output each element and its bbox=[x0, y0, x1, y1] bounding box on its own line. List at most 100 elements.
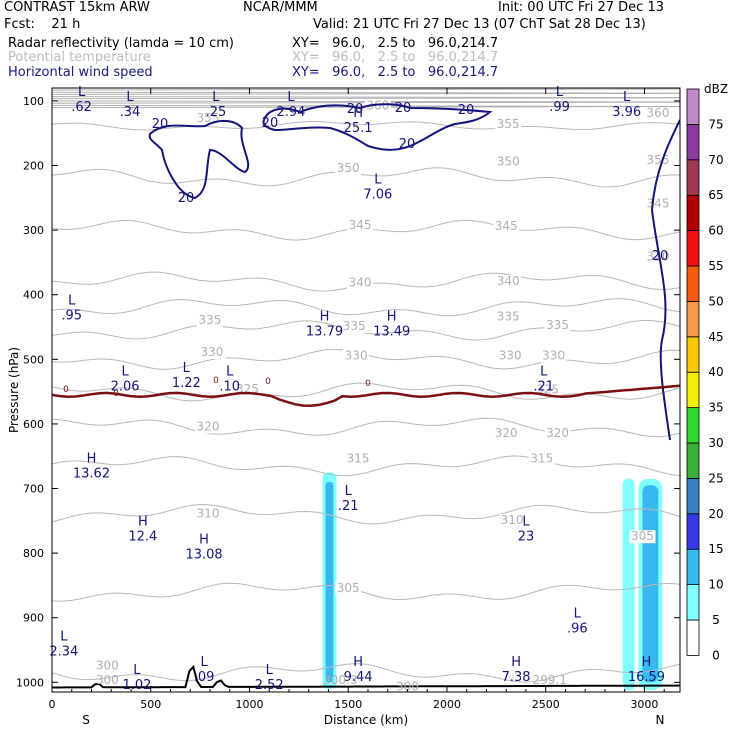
extremum-type: L bbox=[212, 90, 220, 105]
colorbar-swatch bbox=[686, 159, 700, 196]
theta-label: 305 bbox=[631, 529, 654, 543]
colorbar-level-label: 45 bbox=[708, 330, 723, 344]
theta-label: 350 bbox=[497, 155, 520, 169]
extremum-type: L bbox=[60, 629, 68, 644]
wind-label: 20 bbox=[652, 249, 669, 264]
extremum-type: L bbox=[287, 90, 295, 105]
theta-contour-line bbox=[52, 298, 680, 317]
colorbar-level-label: 65 bbox=[708, 188, 723, 202]
org-label: NCAR/MMM bbox=[243, 0, 318, 15]
theta-label-bg bbox=[364, 99, 391, 113]
extremum-type: L bbox=[68, 293, 76, 308]
north-end-label: N bbox=[656, 713, 665, 727]
extremum-type: H bbox=[87, 452, 97, 467]
wind-label: 20 bbox=[399, 137, 416, 152]
ground-line bbox=[52, 664, 680, 689]
theta-label: 330 bbox=[499, 348, 522, 362]
theta-label-bg bbox=[499, 514, 526, 528]
plot-background bbox=[52, 88, 680, 692]
colorbar-swatch bbox=[686, 619, 700, 656]
extremum-type: H bbox=[387, 310, 397, 325]
theta-label-bg bbox=[343, 349, 370, 363]
theta-contour-line bbox=[52, 582, 680, 602]
extremum-type: L bbox=[183, 361, 191, 376]
y-tick-label: 400 bbox=[23, 289, 44, 302]
colorbar-level-label: 70 bbox=[708, 153, 723, 167]
colorbar-swatch bbox=[686, 548, 700, 586]
theta-label-bg bbox=[528, 452, 555, 466]
theta-label: 305 bbox=[337, 581, 360, 595]
extremum-type: H bbox=[199, 532, 209, 547]
colorbar-level-label: 5 bbox=[712, 613, 720, 627]
colorbar-level-label: 75 bbox=[708, 117, 723, 131]
theta-contour-top bbox=[52, 91, 680, 94]
extremum-value: .21 bbox=[533, 379, 554, 394]
colorbar-swatch bbox=[686, 300, 700, 338]
wind-contour-20 bbox=[262, 103, 493, 151]
plot-frame bbox=[51, 87, 681, 693]
y-axis-label: Pressure (hPa) bbox=[7, 347, 21, 433]
theta-label-bg bbox=[94, 659, 121, 673]
x-tick-label: 500 bbox=[140, 698, 161, 711]
theta-label: 335 bbox=[497, 310, 520, 324]
wind-label: 0 bbox=[213, 376, 219, 386]
theta-label: 320 bbox=[546, 426, 569, 440]
theta-label: 330 bbox=[542, 348, 565, 362]
theta-label-bg bbox=[497, 349, 524, 363]
x-tick-label: 1000 bbox=[235, 698, 263, 711]
colorbar-swatch bbox=[686, 513, 700, 550]
theta-label-bg bbox=[195, 420, 222, 434]
wind-contour-0 bbox=[52, 384, 680, 408]
colorbar-swatch bbox=[686, 584, 700, 621]
extremum-value: .34 bbox=[120, 105, 141, 120]
theta-label-bg bbox=[540, 349, 567, 363]
theta-contour-line bbox=[52, 319, 680, 341]
colorbar-level-label: 30 bbox=[708, 436, 723, 450]
extremum-type: L bbox=[78, 85, 86, 100]
extremum-value: 2.34 bbox=[49, 644, 78, 659]
theta-label: 340 bbox=[497, 274, 520, 288]
theta-label-bg bbox=[335, 161, 362, 175]
colorbar-level-label: 25 bbox=[708, 471, 723, 485]
init-time: Init: 00 UTC Fri 27 Dec 13 bbox=[498, 0, 664, 15]
theta-label-bg bbox=[495, 155, 522, 169]
extremum-type: L bbox=[226, 364, 234, 379]
colorbar-level-label: 35 bbox=[708, 401, 723, 415]
theta-contour-line bbox=[52, 663, 680, 683]
y-tick-label: 300 bbox=[23, 224, 44, 237]
colorbar-level-label: 40 bbox=[708, 365, 723, 379]
theta-label: 300 bbox=[96, 658, 119, 672]
field-name-reflectivity: Radar reflectivity (lamda = 10 cm) bbox=[8, 36, 234, 51]
y-tick-label: 1000 bbox=[16, 676, 44, 689]
extremum-value: 7.06 bbox=[363, 188, 392, 203]
theta-label-bg bbox=[198, 346, 225, 360]
theta-label-bg bbox=[544, 318, 571, 332]
x-tick-label: 1500 bbox=[334, 698, 362, 711]
theta-label: 330 bbox=[345, 348, 368, 362]
colorbar: 0 5 10 15 20 25 30 35 40 45 50 55 60 65 70 75 bbox=[686, 88, 724, 662]
extremum-type: L bbox=[522, 514, 530, 529]
theta-label-bg bbox=[347, 218, 374, 232]
theta-right-label: 355 bbox=[647, 153, 670, 167]
x-tick-label: 2500 bbox=[532, 698, 560, 711]
colorbar-swatch bbox=[686, 230, 700, 267]
extremum-value: 25.1 bbox=[344, 121, 373, 136]
y-tick-label: 700 bbox=[23, 483, 44, 496]
ground-theta-label: 299.1 bbox=[532, 673, 566, 687]
theta-contour-line bbox=[52, 503, 680, 525]
extremum-value: 2.94 bbox=[276, 105, 305, 120]
extremum-type: L bbox=[540, 364, 548, 379]
theta-label-bg bbox=[347, 276, 374, 290]
theta-label-bg bbox=[493, 220, 520, 234]
extremum-type: L bbox=[345, 484, 353, 499]
model-title: CONTRAST 15km ARW bbox=[4, 0, 150, 15]
theta-label: 335 bbox=[343, 319, 366, 333]
ground-theta-label: 300 bbox=[96, 673, 119, 687]
field-name-wind: Horizontal wind speed bbox=[8, 65, 153, 80]
theta-label: 315 bbox=[530, 452, 553, 466]
extremum-type: H bbox=[353, 655, 363, 670]
extremum-type: H bbox=[138, 514, 148, 529]
extremum-value: 13.62 bbox=[73, 467, 110, 482]
